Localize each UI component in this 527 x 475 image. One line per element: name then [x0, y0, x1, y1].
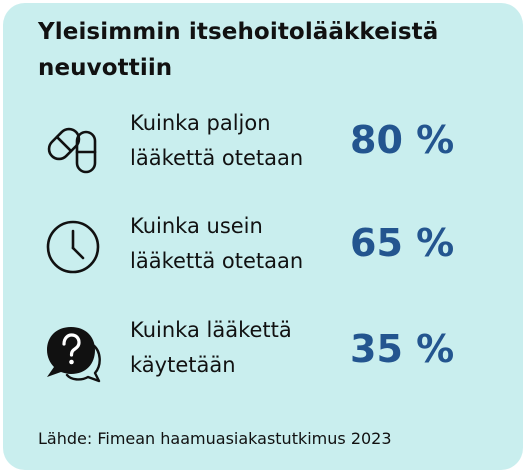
clock-icon	[43, 217, 103, 277]
stat-label: Kuinka usein lääkettä otetaan	[130, 209, 340, 279]
stat-label-line-1: Kuinka lääkettä	[130, 318, 292, 342]
infographic-title: Yleisimmin itsehoitolääkkeistä neuvottii…	[38, 14, 498, 86]
stat-label-line-1: Kuinka usein	[130, 214, 263, 238]
question-speech-bubble-icon	[43, 323, 103, 383]
stat-label-line-1: Kuinka paljon	[130, 111, 271, 135]
stat-row-frequency: Kuinka usein lääkettä otetaan 65 %	[0, 209, 527, 289]
stat-row-amount: Kuinka paljon lääkettä otetaan 80 %	[0, 106, 527, 186]
source-note: Lähde: Fimean haamuasiakastutkimus 2023	[38, 429, 392, 448]
infographic-card	[3, 3, 523, 470]
stat-label: Kuinka paljon lääkettä otetaan	[130, 106, 340, 176]
title-line-1: Yleisimmin itsehoitolääkkeistä	[38, 19, 439, 45]
stat-row-usage: Kuinka lääkettä käytetään 35 %	[0, 313, 527, 393]
stat-value: 80 %	[350, 118, 455, 162]
stat-label: Kuinka lääkettä käytetään	[130, 313, 340, 383]
stat-label-line-2: lääkettä otetaan	[130, 146, 304, 170]
stat-value: 35 %	[350, 327, 455, 371]
stat-value: 65 %	[350, 221, 455, 265]
title-line-2: neuvottiin	[38, 55, 173, 81]
stat-label-line-2: lääkettä otetaan	[130, 249, 304, 273]
pill-capsule-icon	[43, 114, 103, 174]
stat-label-line-2: käytetään	[130, 353, 236, 377]
